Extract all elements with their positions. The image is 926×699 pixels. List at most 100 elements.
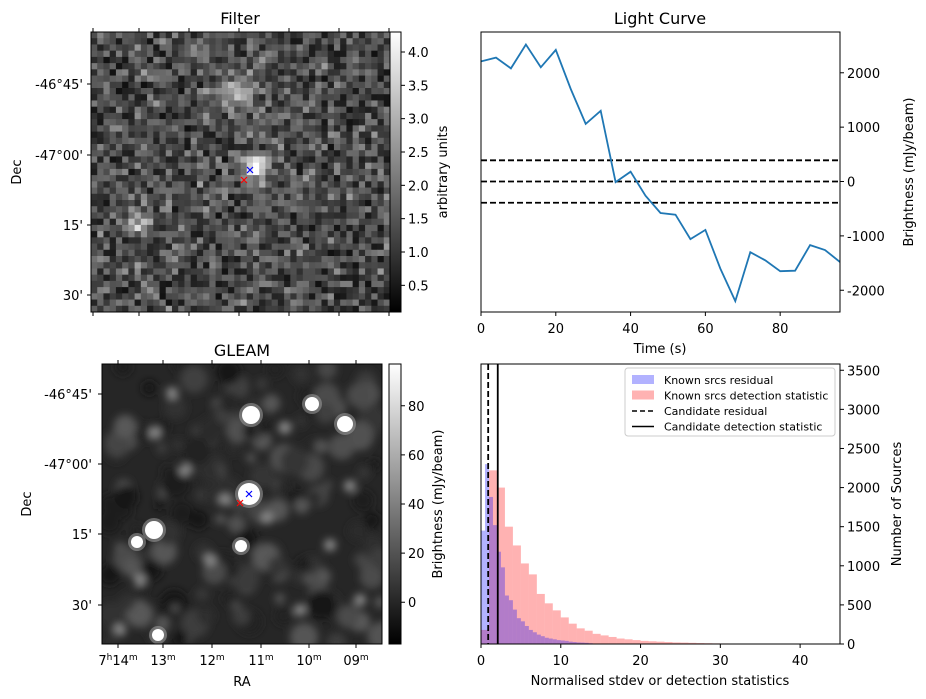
filter-pixel <box>352 44 360 52</box>
filter-pixel <box>159 287 167 294</box>
filter-pixel <box>122 218 129 226</box>
filter-pixel <box>302 293 310 300</box>
filter-pixel <box>209 100 216 108</box>
filter-pixel <box>271 44 279 52</box>
filter-pixel <box>327 44 335 52</box>
filter-pixel <box>277 305 285 312</box>
filter-pixel <box>109 243 117 251</box>
filter-pixel <box>290 88 297 95</box>
filter-pixel <box>377 50 385 58</box>
filter-pixel <box>315 119 322 126</box>
filter-pixel <box>109 156 117 164</box>
filter-pixel <box>302 144 310 151</box>
filter-pixel <box>352 175 360 182</box>
filter-pixel <box>234 168 241 176</box>
filter-pixel <box>109 144 117 151</box>
filter-pixel <box>358 206 366 213</box>
histogram-xtick-label: 20 <box>632 654 649 669</box>
filter-pixel <box>165 63 173 70</box>
filter-pixel <box>340 206 347 213</box>
filter-pixel <box>190 38 198 45</box>
filter-pixel <box>333 69 341 76</box>
filter-pixel <box>371 305 378 312</box>
filter-pixel <box>128 218 136 226</box>
filter-pixel <box>140 131 148 139</box>
filter-pixel <box>153 88 160 95</box>
filter-pixel <box>240 156 248 164</box>
filter-pixel <box>259 305 266 312</box>
filter-pixel <box>265 131 273 139</box>
filter-pixel <box>115 175 123 182</box>
filter-pixel <box>277 100 285 108</box>
filter-pixel <box>221 243 229 251</box>
filter-pixel <box>190 125 198 132</box>
filter-pixel <box>296 256 304 263</box>
filter-pixel <box>265 280 273 288</box>
filter-pixel <box>271 168 279 176</box>
filter-pixel <box>196 274 204 282</box>
filter-pixel <box>97 305 104 312</box>
filter-pixel <box>122 212 129 220</box>
filter-pixel <box>109 112 117 120</box>
filter-pixel <box>221 262 229 269</box>
filter-pixel <box>290 56 297 64</box>
filter-pixel <box>171 175 179 182</box>
filter-pixel <box>196 38 204 45</box>
filter-pixel <box>184 231 192 238</box>
filter-pixel <box>103 299 111 307</box>
filter-pixel <box>190 69 198 76</box>
filter-pixel <box>203 231 210 238</box>
filter-pixel <box>234 100 241 108</box>
gleam-colorbar-tick-label: 40 <box>408 498 425 513</box>
filter-pixel <box>309 256 316 263</box>
filter-pixel <box>246 144 254 151</box>
filter-pixel <box>109 274 117 282</box>
filter-pixel <box>271 274 279 282</box>
filter-pixel <box>91 56 98 64</box>
filter-pixel <box>184 280 192 288</box>
filter-pixel <box>184 175 192 182</box>
histogram-bar-residual <box>524 626 529 644</box>
filter-pixel <box>309 212 316 220</box>
filter-pixel <box>221 50 229 58</box>
filter-pixel <box>371 63 378 70</box>
filter-pixel <box>147 293 154 300</box>
filter-pixel <box>165 150 173 157</box>
gleam-ytick-label: -46°45' <box>44 388 92 403</box>
filter-pixel <box>284 299 291 307</box>
gleam-noise-blob <box>196 606 215 625</box>
histogram-ytick-label: 1000 <box>847 560 880 575</box>
filter-pixel <box>190 56 198 64</box>
filter-pixel <box>115 56 123 64</box>
filter-pixel <box>271 243 279 251</box>
filter-pixel <box>221 256 229 263</box>
filter-pixel <box>271 144 279 151</box>
filter-pixel <box>153 168 160 176</box>
filter-pixel <box>97 280 104 288</box>
filter-pixel <box>309 75 316 83</box>
filter-pixel <box>271 280 279 288</box>
filter-pixel <box>321 162 329 170</box>
filter-pixel <box>383 38 390 45</box>
filter-pixel <box>383 100 390 108</box>
filter-pixel <box>383 175 390 182</box>
filter-pixel <box>134 175 142 182</box>
filter-pixel <box>228 81 235 89</box>
filter-pixel <box>165 44 173 52</box>
filter-pixel <box>97 100 104 108</box>
filter-pixel <box>246 212 254 220</box>
filter-pixel <box>221 100 229 108</box>
lightcurve-ytick-label: 0 <box>847 176 855 191</box>
filter-pixel <box>309 200 316 207</box>
filter-pixel <box>277 268 285 276</box>
lightcurve-ytick-label: 1000 <box>847 121 880 136</box>
filter-pixel <box>265 38 273 45</box>
filter-pixel <box>365 287 372 294</box>
filter-pixel <box>333 212 341 220</box>
filter-pixel <box>171 243 179 251</box>
filter-pixel <box>352 32 360 39</box>
filter-pixel <box>252 75 260 83</box>
filter-pixel <box>302 50 310 58</box>
filter-pixel <box>91 131 98 139</box>
filter-pixel <box>209 293 216 300</box>
